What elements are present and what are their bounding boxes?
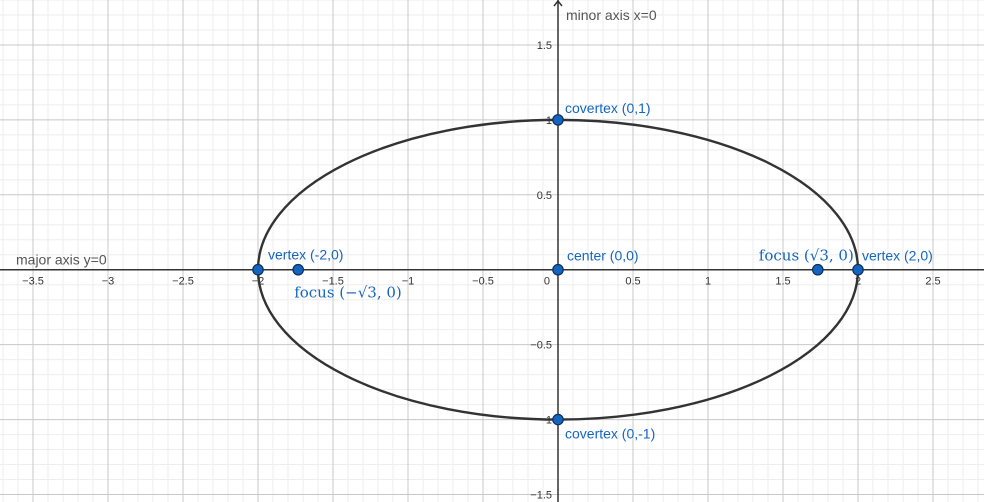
x-tick-label: −2.5 — [172, 276, 194, 288]
point-covertex-bottom[interactable] — [552, 413, 564, 426]
point-vertex-right[interactable] — [852, 263, 864, 276]
y-tick-label: −1.5 — [530, 490, 552, 502]
point-labels-layer: covertex (0,1) center (0,0) covertex (0,-1… — [268, 100, 933, 442]
point-focus-left[interactable] — [292, 263, 304, 276]
y-tick-label: 0.5 — [537, 190, 552, 202]
point-center[interactable] — [552, 263, 564, 276]
x-tick-labels: −3.5 −3 −2.5 −2 −1.5 −1 −0.5 0.5 1 1.5 2 2.5 — [22, 276, 941, 288]
x-tick-label: 2.5 — [925, 276, 940, 288]
point-covertex-top[interactable] — [552, 114, 564, 126]
points-layer — [252, 114, 864, 426]
x-tick-label: −3 — [102, 276, 115, 288]
x-tick-label: −0.5 — [472, 276, 494, 288]
x-tick-label: 0.5 — [625, 276, 640, 288]
origin-tick-label: 0 — [544, 276, 550, 288]
label-covertex-bottom: covertex (0,-1) — [565, 426, 655, 442]
label-covertex-top: covertex (0,1) — [565, 100, 651, 116]
x-tick-label: 1 — [705, 276, 711, 288]
label-focus-left: focus (−√3, 0) — [294, 284, 402, 302]
label-focus-right: focus (√3, 0) — [759, 247, 854, 265]
point-focus-right[interactable] — [811, 263, 824, 276]
major-axis-label: major axis y=0 — [16, 252, 107, 268]
point-vertex-left[interactable] — [252, 263, 264, 276]
y-tick-label: −0.5 — [530, 340, 552, 352]
label-center: center (0,0) — [567, 248, 639, 264]
minor-axis-label: minor axis x=0 — [566, 7, 657, 23]
x-tick-label: −3.5 — [22, 276, 44, 288]
x-tick-label: −1.5 — [322, 276, 344, 288]
y-tick-labels: 1.510.5−0.5−1−1.5 — [530, 40, 552, 502]
y-axis-arrow — [553, 0, 563, 7]
y-tick-label: 1.5 — [537, 40, 552, 52]
label-vertex-left: vertex (-2,0) — [268, 247, 343, 263]
label-vertex-right: vertex (2,0) — [862, 248, 933, 264]
x-tick-label: −1 — [402, 276, 415, 288]
x-tick-label: 1.5 — [775, 276, 790, 288]
